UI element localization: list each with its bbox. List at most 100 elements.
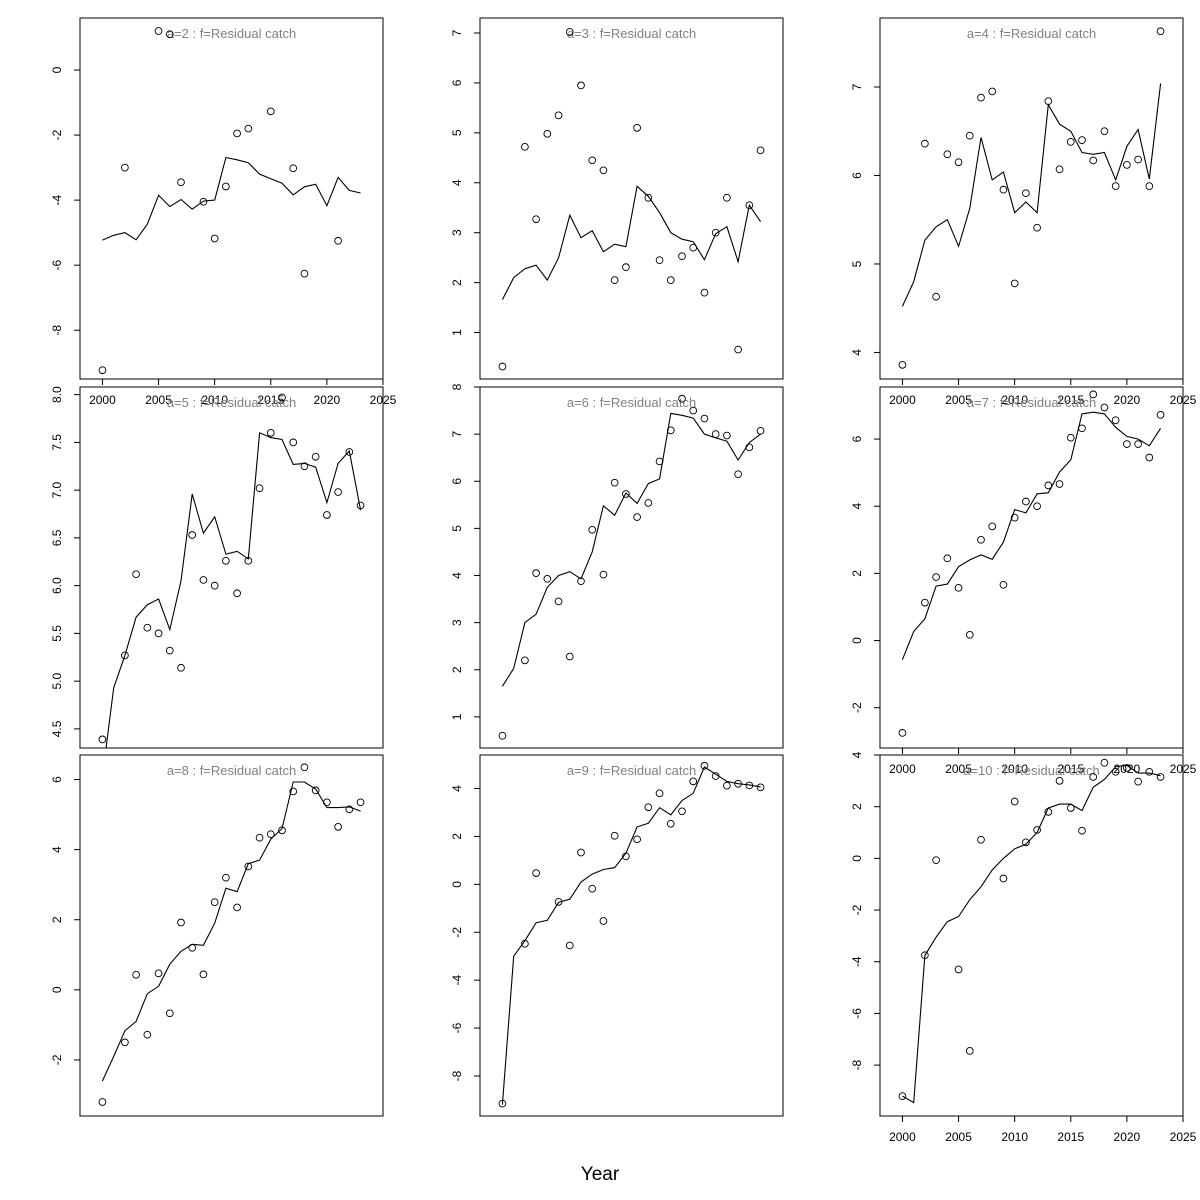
y-tick-label: -8 (450, 1070, 464, 1081)
observed-point (921, 139, 929, 148)
observed-point (954, 965, 963, 974)
y-tick-label: 4 (850, 503, 864, 510)
observed-point (521, 142, 529, 151)
observed-point (210, 234, 219, 243)
observed-point (666, 819, 675, 828)
plot-frame (79, 754, 384, 1117)
observed-point (266, 428, 275, 437)
observed-point (543, 574, 552, 583)
panel-4: a=3 : f=Residual catch 1 2 3 4 5 6 7 (450, 17, 784, 380)
y-tick-label: 2 (450, 666, 464, 673)
x-tick-label: 2025 (1170, 1130, 1197, 1144)
x-tick-label: 2000 (889, 1130, 916, 1144)
fitted-line (501, 185, 762, 300)
y-tick-label: -2 (850, 904, 864, 915)
y-tick-label: 0 (50, 66, 64, 73)
x-tick-label: 2020 (1114, 393, 1141, 407)
observed-point (932, 292, 940, 301)
x-tick-label: 2015 (1057, 1130, 1084, 1144)
observed-point (1055, 165, 1064, 174)
observed-point (565, 652, 574, 661)
observed-point (1078, 424, 1086, 433)
plot-frame (879, 754, 1184, 1117)
y-tick-label: 5 (850, 260, 864, 267)
x-tick-label: 2010 (1001, 1130, 1028, 1144)
observed-point (222, 182, 230, 191)
y-tick-label: 5.0 (50, 672, 64, 689)
y-tick-label: 1 (450, 713, 464, 720)
observed-point (1145, 453, 1154, 462)
observed-point (1078, 136, 1086, 144)
panel-2: a=5 : f=Residual catch 4.5 5.0 5.5 6.0 6.5 7.0… (50, 386, 384, 749)
observed-point (678, 252, 686, 261)
observed-point (756, 783, 765, 792)
y-tick-label: 5.5 (50, 625, 64, 642)
observed-point (932, 573, 940, 581)
observed-point (233, 129, 241, 138)
observed-point (244, 556, 253, 565)
observed-point (999, 185, 1008, 194)
observed-point (577, 577, 585, 586)
panel-3: a=8 : f=Residual catch -2 0 2 4 6 (50, 754, 384, 1117)
observed-point (689, 243, 698, 252)
observed-point (244, 124, 253, 133)
panel-title: a=5 : f=Residual catch (167, 395, 296, 410)
y-tick-label: 2 (850, 570, 864, 577)
fitted-line (902, 764, 1161, 1104)
observed-point (233, 589, 241, 598)
y-tick-label: 3 (450, 229, 464, 236)
observed-point (954, 158, 963, 167)
observed-point (98, 735, 107, 744)
observed-point (921, 598, 929, 607)
observed-point (311, 786, 320, 795)
panel-title: a=9 : f=Residual catch (567, 763, 696, 778)
observed-point (1100, 403, 1109, 412)
y-tick-label: 0 (50, 986, 64, 993)
observed-point (199, 970, 208, 979)
observed-point (154, 629, 163, 638)
observed-point (300, 269, 309, 278)
observed-point (599, 166, 608, 175)
panel-1: a=2 : f=Residual catch -8 -6 -4 -2 0 2000 2005 2… (50, 17, 397, 407)
y-tick-label: 6 (450, 478, 464, 485)
observed-point (943, 554, 952, 563)
observed-point (143, 623, 152, 632)
y-tick-label: 1 (450, 329, 464, 336)
observed-point (565, 28, 574, 36)
panel-title: a=8 : f=Residual catch (167, 763, 296, 778)
plot-frame (479, 754, 784, 1117)
observed-point (165, 646, 174, 655)
x-tick-label: 2000 (89, 393, 116, 407)
observed-point (633, 835, 641, 844)
observed-point (599, 570, 608, 579)
y-tick-label: 6.5 (50, 529, 64, 546)
observed-point (1111, 767, 1120, 776)
observed-point (98, 366, 107, 375)
observed-point (588, 525, 597, 534)
observed-point (1066, 804, 1075, 812)
y-tick-label: -4 (850, 956, 864, 967)
observed-point (734, 470, 742, 479)
y-tick-label: 7.5 (50, 434, 64, 451)
y-tick-label: 4 (50, 846, 64, 853)
fitted-line (901, 83, 1162, 307)
observed-point (199, 197, 208, 206)
y-tick-label: 7 (450, 430, 464, 437)
observed-point (678, 394, 686, 403)
observed-point (1100, 127, 1109, 136)
y-tick-label: -6 (50, 260, 64, 271)
observed-point (689, 777, 698, 786)
plot-frame (79, 17, 384, 380)
y-tick-label: 7 (450, 29, 464, 36)
observed-point (666, 426, 675, 435)
y-tick-label: -6 (850, 1008, 864, 1019)
observed-point (622, 490, 630, 498)
observed-point (965, 1047, 974, 1055)
observed-point (1111, 182, 1120, 190)
observed-point (1066, 138, 1075, 146)
observed-point (1010, 797, 1019, 806)
observed-point (588, 884, 597, 893)
observed-point (1022, 497, 1030, 506)
observed-point (898, 360, 907, 369)
